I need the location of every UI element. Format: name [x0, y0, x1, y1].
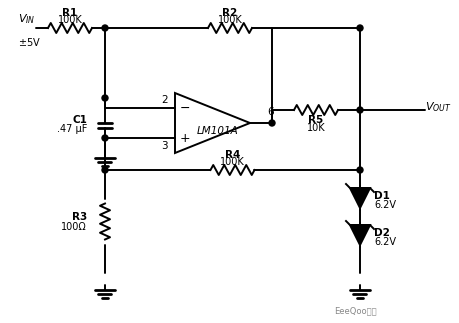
- Circle shape: [356, 25, 362, 31]
- Text: $V_{OUT}$: $V_{OUT}$: [424, 100, 451, 114]
- Text: 6: 6: [266, 107, 273, 117]
- Text: EeeQoo推库: EeeQoo推库: [333, 306, 375, 315]
- Text: $V_{IN}$: $V_{IN}$: [18, 12, 35, 26]
- Text: +: +: [179, 131, 190, 144]
- Polygon shape: [349, 188, 369, 208]
- Text: R1: R1: [62, 8, 78, 18]
- Text: D1: D1: [373, 191, 389, 201]
- Text: R3: R3: [72, 212, 87, 222]
- Text: 100K: 100K: [217, 15, 242, 25]
- Circle shape: [356, 107, 362, 113]
- Text: 2: 2: [161, 95, 168, 105]
- Text: 6.2V: 6.2V: [373, 237, 395, 247]
- Text: 6.2V: 6.2V: [373, 200, 395, 210]
- Text: C1: C1: [72, 115, 87, 125]
- Text: R4: R4: [224, 150, 240, 160]
- Text: 10K: 10K: [306, 123, 325, 133]
- Polygon shape: [349, 225, 369, 245]
- Text: 100K: 100K: [220, 157, 244, 167]
- Text: LM101A: LM101A: [196, 126, 238, 136]
- Text: $\pm$5V: $\pm$5V: [18, 36, 41, 48]
- Text: .47 μF: .47 μF: [56, 124, 87, 134]
- Text: 100K: 100K: [57, 15, 82, 25]
- Text: R5: R5: [308, 115, 323, 125]
- Circle shape: [356, 167, 362, 173]
- Circle shape: [102, 25, 108, 31]
- Circle shape: [269, 120, 274, 126]
- Text: D2: D2: [373, 228, 389, 238]
- Text: 100Ω: 100Ω: [61, 222, 87, 232]
- Circle shape: [102, 167, 108, 173]
- Text: R2: R2: [222, 8, 237, 18]
- Circle shape: [102, 95, 108, 101]
- Circle shape: [102, 135, 108, 141]
- Text: 3: 3: [161, 141, 168, 151]
- Text: −: −: [179, 101, 190, 114]
